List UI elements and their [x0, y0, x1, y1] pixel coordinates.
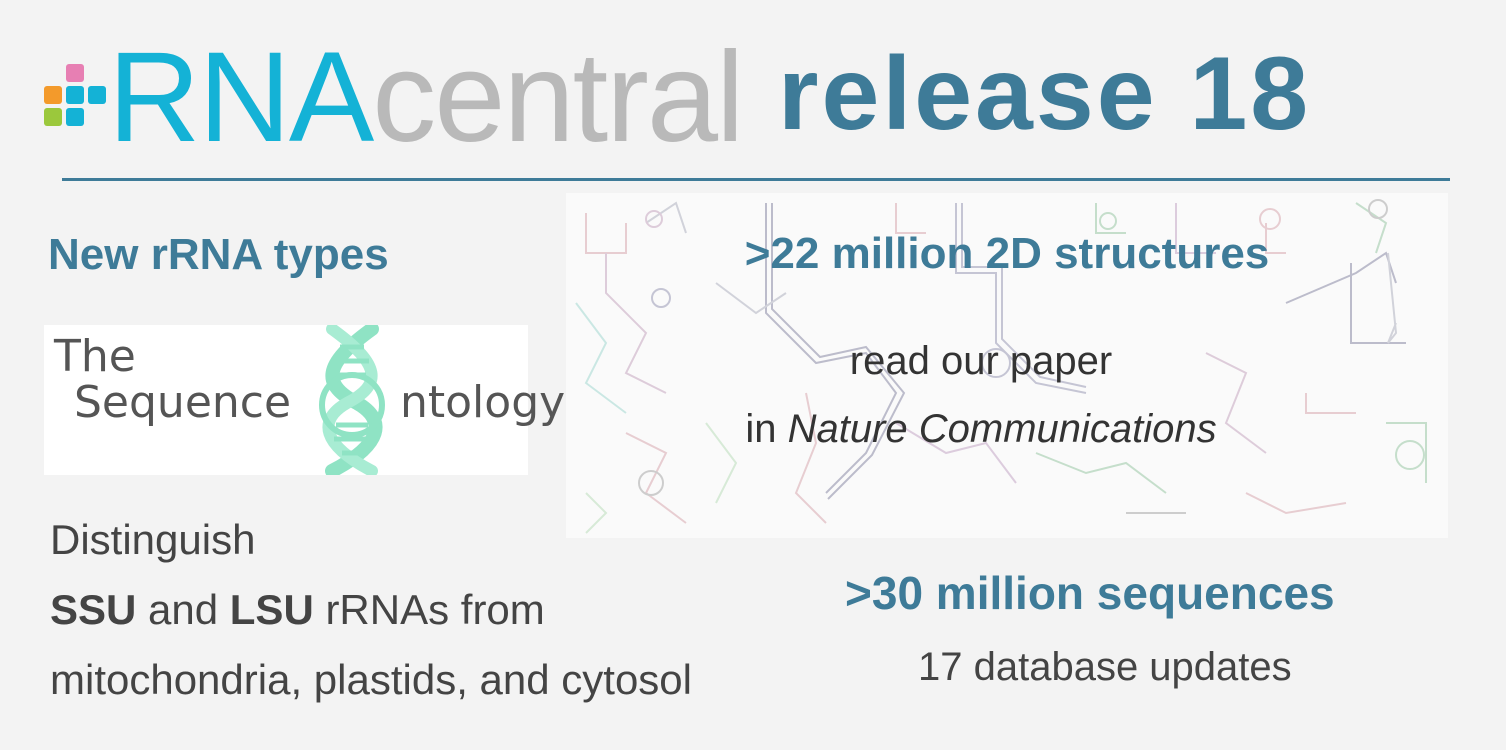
rnacentral-logo-icon	[44, 64, 106, 126]
so-logo-line3: ntology	[400, 377, 566, 428]
release-title: release 18	[778, 36, 1312, 152]
so-logo-line1: The	[54, 331, 136, 382]
structures-title: >22 million 2D structures	[744, 229, 1270, 278]
database-updates: 17 database updates	[918, 645, 1292, 689]
brand-central: central	[372, 26, 744, 169]
so-logo-line2: Sequence	[74, 377, 292, 428]
desc-and: and	[136, 586, 230, 633]
desc-ssu: SSU	[50, 586, 137, 633]
paper-link-line2[interactable]: in Nature Communications	[566, 407, 1396, 452]
structures-panel: >22 million 2D structures read our paper…	[566, 193, 1448, 538]
rna-secondary-structures-background	[575, 199, 1427, 534]
sequences-title: >30 million sequences	[845, 567, 1335, 619]
header-divider	[62, 178, 1450, 181]
desc-line2: SSU and LSU rRNAs from	[50, 575, 692, 645]
new-rrna-types-heading: New rRNA types	[48, 230, 389, 279]
desc-rest: rRNAs from	[313, 586, 545, 633]
rnacentral-wordmark: RNAcentral	[108, 26, 744, 169]
sequence-ontology-logo: The Sequence ntology	[44, 325, 565, 475]
header: RNAcentral release 18	[0, 0, 1506, 181]
brand-rna: RNA	[108, 26, 374, 169]
paper-journal: Nature Communications	[787, 407, 1217, 451]
desc-line1: Distinguish	[50, 516, 256, 563]
paper-link-line1[interactable]: read our paper	[849, 339, 1113, 383]
paper-in: in	[745, 407, 788, 451]
desc-line3: mitochondria, plastids, and cytosol	[50, 656, 692, 703]
rrna-description: Distinguish SSU and LSU rRNAs from mitoc…	[50, 505, 692, 715]
desc-lsu: LSU	[229, 586, 314, 633]
dna-helix-icon	[319, 325, 385, 475]
